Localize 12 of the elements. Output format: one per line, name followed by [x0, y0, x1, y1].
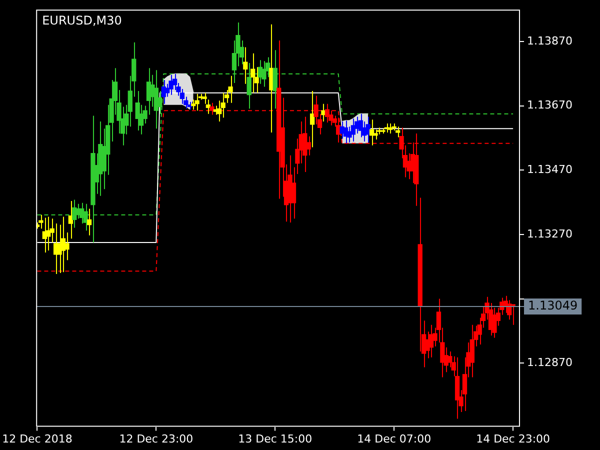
x-tick-label: 14 Dec 23:00	[476, 432, 550, 446]
x-tick-label: 14 Dec 07:00	[357, 432, 432, 446]
y-tick-label: 1.12870	[527, 356, 572, 369]
y-tick-label: 1.13270	[527, 227, 572, 240]
chart-title: EURUSD,M30	[42, 14, 122, 28]
x-tick-label: 13 Dec 15:00	[238, 432, 312, 446]
x-tick-label: 12 Dec 2018	[2, 432, 72, 446]
y-tick-label: 1.13670	[527, 98, 572, 112]
y-tick-label: 1.13470	[527, 162, 572, 176]
x-tick-label: 12 Dec 23:00	[119, 432, 194, 446]
y-tick-label: 1.13870	[527, 34, 572, 48]
ref-line-label: 1.13049	[528, 298, 578, 313]
